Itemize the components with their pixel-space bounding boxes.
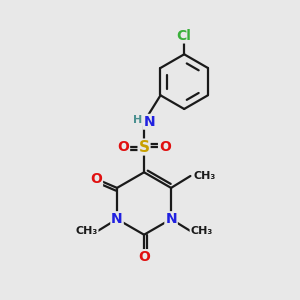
Text: CH₃: CH₃ — [190, 226, 213, 236]
Text: H: H — [133, 115, 142, 125]
Text: N: N — [165, 212, 177, 226]
Text: CH₃: CH₃ — [194, 171, 216, 181]
Text: S: S — [139, 140, 150, 154]
Text: CH₃: CH₃ — [76, 226, 98, 236]
Text: O: O — [117, 140, 129, 154]
Text: N: N — [111, 212, 123, 226]
Text: Cl: Cl — [177, 28, 192, 43]
Text: O: O — [159, 140, 171, 154]
Text: O: O — [138, 250, 150, 264]
Text: N: N — [144, 115, 155, 129]
Text: O: O — [90, 172, 102, 186]
